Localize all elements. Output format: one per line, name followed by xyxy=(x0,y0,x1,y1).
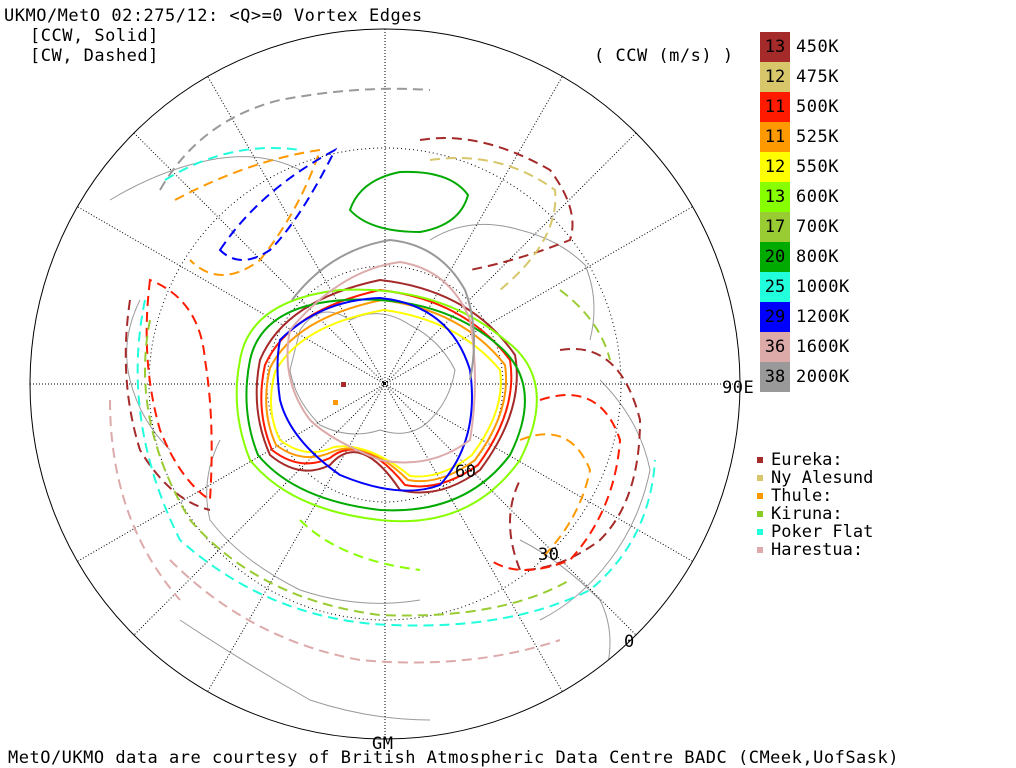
ccw-contours xyxy=(235,170,538,523)
station-label: Eureka: xyxy=(771,450,843,470)
legend-swatch: 11 xyxy=(760,92,790,122)
legend-swatch: 20 xyxy=(760,242,790,272)
legend-row-2000k: 38 2000K xyxy=(760,362,900,392)
legend-swatch: 38 xyxy=(760,362,790,392)
legend-label: 600K xyxy=(796,187,839,207)
legend-row-1000k: 25 1000K xyxy=(760,272,900,302)
legend-label: 1200K xyxy=(796,307,850,327)
lat-30-label: 30 xyxy=(538,545,560,565)
station-label: Poker Flat xyxy=(771,522,874,542)
legend-label: 700K xyxy=(796,217,839,237)
cw-legend-note: [CW, Dashed] xyxy=(30,46,159,66)
legend-label: 475K xyxy=(796,67,839,87)
legend-row-525k: 11 525K xyxy=(760,122,900,152)
cw-contours xyxy=(109,87,656,664)
station-label: Harestua: xyxy=(771,540,864,560)
legend-swatch: 12 xyxy=(760,62,790,92)
legend-swatch: 29 xyxy=(760,302,790,332)
station-marker-icon xyxy=(757,493,763,499)
legend-swatch: 11 xyxy=(760,122,790,152)
map-title: UKMO/MetO 02:275/12: <Q>=0 Vortex Edges xyxy=(4,6,423,26)
lat-0-label: 0 xyxy=(624,632,635,652)
station-label: Kiruna: xyxy=(771,504,843,524)
station-marker-icon xyxy=(757,457,763,463)
ccw-legend-note: [CCW, Solid] xyxy=(30,26,159,46)
station-marker-icon xyxy=(757,529,763,535)
legend-swatch: 13 xyxy=(760,32,790,62)
legend-swatch: 13 xyxy=(760,182,790,212)
footer-credit: MetO/UKMO data are courtesy of British A… xyxy=(8,748,899,768)
latitude-circles xyxy=(148,147,622,621)
station-marker-icon xyxy=(757,475,763,481)
pole-marker xyxy=(383,382,386,385)
legend-row-1200k: 29 1200K xyxy=(760,302,900,332)
legend-row-550k: 12 550K xyxy=(760,152,900,182)
units-label: ( CCW (m/s) ) xyxy=(594,46,734,66)
lat-60-label: 60 xyxy=(455,462,477,482)
legend-label: 500K xyxy=(796,97,839,117)
legend-row-600k: 13 600K xyxy=(760,182,900,212)
legend-label: 800K xyxy=(796,247,839,267)
station-marker-icon xyxy=(757,547,763,553)
station-label: Ny Alesund xyxy=(771,468,874,488)
legend-label: 550K xyxy=(796,157,839,177)
legend-row-500k: 11 500K xyxy=(760,92,900,122)
lon-gm-label: GM xyxy=(372,734,394,754)
legend-swatch: 25 xyxy=(760,272,790,302)
lon-90e-label: 90E xyxy=(722,378,755,398)
legend-label: 450K xyxy=(796,37,839,57)
legend-label: 1000K xyxy=(796,277,850,297)
eureka-marker xyxy=(341,382,346,387)
legend-label: 525K xyxy=(796,127,839,147)
station-marker-icon xyxy=(757,511,763,517)
coastlines xyxy=(109,156,651,721)
legend-label: 1600K xyxy=(796,337,850,357)
legend-row-700k: 17 700K xyxy=(760,212,900,242)
legend-swatch: 36 xyxy=(760,332,790,362)
legend-label: 2000K xyxy=(796,367,850,387)
thule-marker xyxy=(333,400,338,405)
station-label: Thule: xyxy=(771,486,833,506)
legend-row-800k: 20 800K xyxy=(760,242,900,272)
legend-row-475k: 12 475K xyxy=(760,62,900,92)
legend-row-1600k: 36 1600K xyxy=(760,332,900,362)
legend-row-450k: 13 450K xyxy=(760,32,900,62)
legend-swatch: 12 xyxy=(760,152,790,182)
legend-swatch: 17 xyxy=(760,212,790,242)
